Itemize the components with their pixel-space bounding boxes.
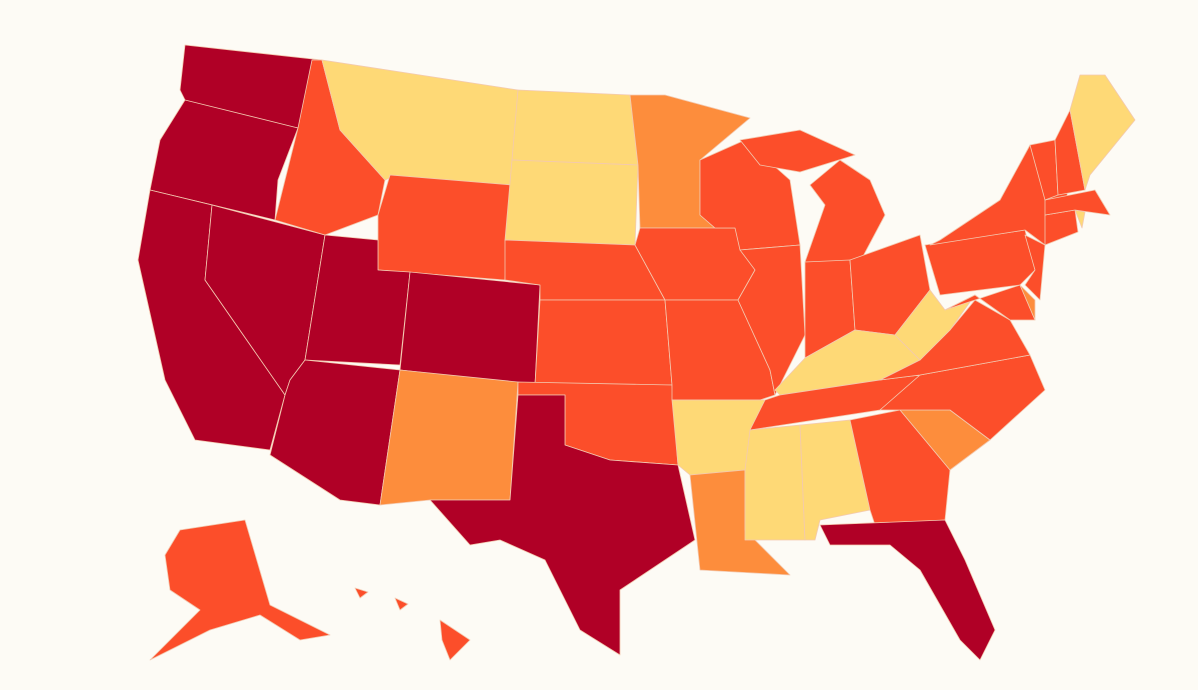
state: [394, 597, 409, 611]
state: [504, 159, 639, 246]
state: [377, 174, 513, 281]
state: [739, 129, 856, 173]
state: [399, 271, 541, 386]
state: [354, 587, 369, 599]
state: [1044, 189, 1111, 216]
state: [689, 469, 791, 576]
state: [819, 519, 996, 661]
state: [1024, 234, 1046, 301]
state: [804, 159, 886, 263]
state: [737, 244, 806, 396]
state: [149, 519, 331, 661]
state: [439, 619, 471, 661]
state: [1069, 74, 1136, 191]
state: [1019, 284, 1036, 321]
state: [379, 369, 519, 506]
state: [429, 394, 696, 656]
state: [944, 284, 1036, 321]
state: [534, 299, 673, 386]
state: [511, 89, 639, 166]
state: [744, 424, 806, 541]
